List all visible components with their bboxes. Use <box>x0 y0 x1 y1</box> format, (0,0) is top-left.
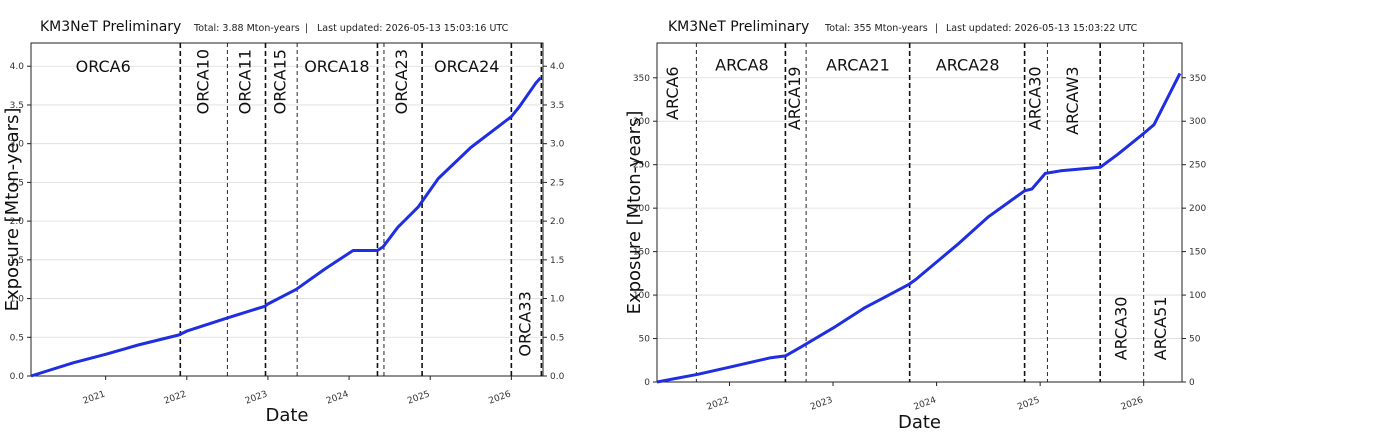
region-label: ORCA11 <box>236 49 255 114</box>
y-tick-label-right: 0.0 <box>550 372 565 382</box>
y-tick-label-left: 50 <box>639 335 651 345</box>
region-label: ARCA19 <box>785 66 804 130</box>
y-tick-label-left: 2.0 <box>10 217 25 227</box>
header-total: Total: 355 Mton-years <box>824 23 928 34</box>
y-tick-label-right: 100 <box>1189 291 1206 301</box>
exposure-line <box>656 72 1182 384</box>
y-tick-label-left: 100 <box>633 291 650 301</box>
y-tick-label-left: 300 <box>633 117 650 127</box>
region-label: ARCA21 <box>826 56 890 75</box>
chart-orca: KM3NeT Preliminary Total: 3.88 Mton-years… <box>2 19 565 426</box>
exposure-line <box>30 76 542 378</box>
y-tick-label-right: 3.0 <box>550 140 565 150</box>
header-title: KM3NeT Preliminary <box>40 19 181 35</box>
region-label: ORCA33 <box>515 291 534 356</box>
y-tick-label-right: 150 <box>1189 248 1206 258</box>
plot-frame <box>30 42 544 377</box>
region-label: ARCA8 <box>715 56 769 75</box>
y-tick-label-left: 3.5 <box>10 101 24 111</box>
x-tick-label: 2026 <box>487 389 512 406</box>
y-axis-label: Exposure [Mton-years] <box>2 108 23 312</box>
header-separator: | <box>935 23 938 34</box>
region-label: ORCA23 <box>392 49 411 114</box>
region-label: ARCA51 <box>1151 297 1170 361</box>
chart-arca: KM3NeT Preliminary Total: 355 Mton-years |… <box>624 19 1207 433</box>
y-tick-label-right: 200 <box>1189 204 1206 214</box>
region-label: ARCAW3 <box>1063 66 1082 135</box>
header-separator: | <box>305 23 308 34</box>
y-tick-label-right: 50 <box>1189 335 1201 345</box>
y-tick-label-right: 2.0 <box>550 217 565 227</box>
y-tick-label-right: 3.5 <box>550 101 564 111</box>
header-total: Total: 3.88 Mton-years <box>193 23 300 34</box>
y-tick-label-right: 350 <box>1189 74 1206 84</box>
y-tick-label-right: 2.5 <box>550 178 564 188</box>
region-label: ORCA18 <box>304 57 369 76</box>
x-tick-label: 2023 <box>809 395 834 412</box>
x-tick-label: 2025 <box>1016 395 1041 412</box>
y-axis-label: Exposure [Mton-years] <box>624 111 645 315</box>
x-tick-label: 2022 <box>706 395 731 412</box>
region-label: ORCA15 <box>270 49 289 114</box>
y-tick-label-left: 0.0 <box>10 372 25 382</box>
header-updated: Last updated: 2026-05-13 15:03:22 UTC <box>946 23 1138 34</box>
y-tick-label-left: 2.5 <box>10 178 24 188</box>
y-tick-label-right: 0.5 <box>550 333 564 343</box>
y-tick-label-left: 4.0 <box>10 62 25 72</box>
x-tick-label: 2026 <box>1120 395 1145 412</box>
y-tick-label-left: 3.0 <box>10 140 25 150</box>
y-tick-label-left: 350 <box>633 74 650 84</box>
y-tick-label-right: 4.0 <box>550 62 565 72</box>
plot-frame <box>656 42 1183 383</box>
x-axis-label: Date <box>898 412 941 433</box>
y-tick-label-right: 1.0 <box>550 295 565 305</box>
header-updated: Last updated: 2026-05-13 15:03:16 UTC <box>317 23 509 34</box>
y-tick-label-left: 200 <box>633 204 650 214</box>
y-tick-label-left: 150 <box>633 248 650 258</box>
x-tick-label: 2024 <box>913 395 938 412</box>
x-tick-label: 2024 <box>325 389 350 406</box>
region-label: ARCA30 <box>1025 66 1044 130</box>
x-tick-label: 2025 <box>406 389 431 406</box>
x-tick-label: 2022 <box>163 389 188 406</box>
region-label: ARCA6 <box>663 66 682 120</box>
y-tick-label-left: 0 <box>644 378 650 388</box>
y-tick-label-left: 1.0 <box>10 295 25 305</box>
y-tick-label-right: 0 <box>1189 378 1195 388</box>
region-label: ORCA10 <box>193 49 212 114</box>
y-tick-label-left: 0.5 <box>10 333 24 343</box>
x-tick-label: 2021 <box>82 389 107 406</box>
region-label: ORCA24 <box>434 57 499 76</box>
region-label: ORCA6 <box>76 57 131 76</box>
y-tick-label-right: 250 <box>1189 161 1206 171</box>
region-label: ARCA30 <box>1111 297 1130 361</box>
x-axis-label: Date <box>265 405 308 426</box>
y-tick-label-right: 300 <box>1189 117 1206 127</box>
y-tick-label-left: 1.5 <box>10 256 24 266</box>
y-tick-label-right: 1.5 <box>550 256 564 266</box>
region-label: ARCA28 <box>936 56 1000 75</box>
header-title: KM3NeT Preliminary <box>668 19 809 35</box>
y-tick-label-left: 250 <box>633 161 650 171</box>
